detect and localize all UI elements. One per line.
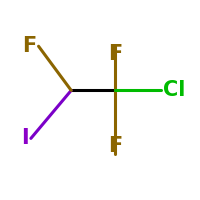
Text: F: F <box>22 36 37 56</box>
Text: Cl: Cl <box>163 80 186 100</box>
Text: I: I <box>21 128 29 148</box>
Text: F: F <box>108 136 122 156</box>
Text: F: F <box>108 44 122 64</box>
